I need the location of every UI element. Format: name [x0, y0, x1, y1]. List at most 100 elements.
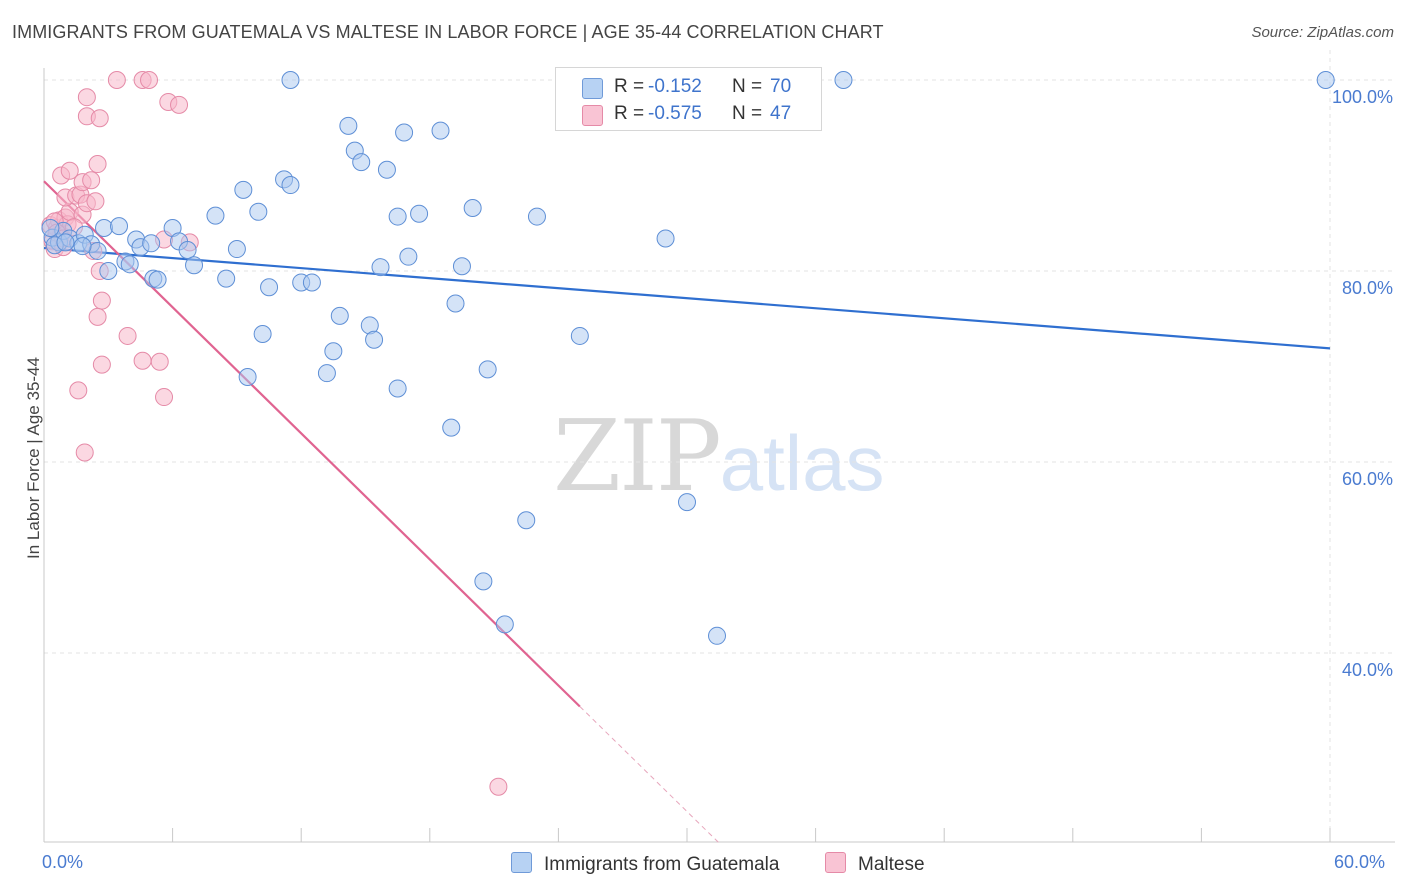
trend-line-maltese-extension [579, 706, 720, 844]
source-credit: Source: ZipAtlas.com [1251, 24, 1394, 41]
trend-lines [43, 180, 1331, 844]
point-guatemala [478, 360, 497, 379]
point-maltese [150, 352, 169, 371]
legend-r-value: -0.575 [648, 103, 702, 124]
point-guatemala [88, 241, 107, 260]
point-guatemala [365, 330, 384, 349]
legend-r-label: R = [614, 103, 645, 124]
point-guatemala [339, 116, 358, 135]
point-guatemala [395, 123, 414, 142]
point-guatemala [281, 176, 300, 195]
point-maltese [90, 109, 109, 128]
point-guatemala [95, 219, 114, 238]
point-guatemala [517, 511, 536, 530]
point-guatemala [238, 368, 257, 387]
point-guatemala [249, 202, 268, 221]
point-guatemala [410, 204, 429, 223]
point-maltese [69, 381, 88, 400]
point-maltese [489, 777, 508, 796]
point-guatemala [399, 247, 418, 266]
point-guatemala [324, 342, 343, 361]
point-maltese [118, 326, 137, 345]
point-maltese [170, 95, 189, 114]
point-guatemala [1316, 71, 1335, 89]
legend-swatch-blue [582, 78, 603, 99]
point-guatemala [678, 493, 696, 512]
legend-r-value: -0.152 [648, 76, 702, 97]
bottom-legend-maltese: Maltese [825, 852, 925, 876]
point-guatemala [317, 364, 336, 383]
point-maltese [75, 443, 94, 462]
point-guatemala [570, 326, 589, 345]
point-guatemala [217, 269, 236, 288]
point-guatemala [185, 256, 204, 275]
point-maltese [140, 71, 159, 89]
point-maltese [86, 192, 105, 211]
legend-n-value: 70 [770, 76, 792, 97]
point-maltese [60, 161, 79, 180]
point-guatemala [371, 258, 390, 277]
grid-lines [44, 50, 1395, 842]
point-maltese [92, 291, 111, 310]
point-guatemala [148, 270, 167, 289]
x-tick-max: 60.0% [1334, 852, 1386, 872]
point-guatemala [388, 207, 407, 226]
data-points [41, 71, 1335, 796]
point-guatemala [834, 71, 853, 89]
bottom-legend-guatemala: Immigrants from Guatemala [511, 852, 779, 876]
y-tick-labels: 100.0% 80.0% 60.0% 40.0% [1332, 87, 1393, 680]
point-guatemala [452, 257, 471, 276]
point-guatemala [656, 229, 675, 248]
point-guatemala [260, 278, 279, 297]
point-guatemala [56, 233, 75, 252]
legend-swatch-pink [582, 105, 603, 126]
point-maltese [155, 388, 174, 407]
legend-n-value: 47 [770, 103, 792, 124]
legend-n-label: N = [732, 103, 763, 124]
y-tick-label: 100.0% [1332, 87, 1393, 107]
point-guatemala [446, 294, 465, 313]
bottom-legend-swatch-blue [511, 852, 532, 873]
point-guatemala [110, 217, 129, 236]
bottom-legend-label: Maltese [858, 854, 925, 875]
bottom-legend-swatch-pink [825, 852, 846, 873]
point-maltese [88, 155, 107, 174]
point-guatemala [463, 198, 482, 217]
point-guatemala [227, 240, 246, 259]
point-guatemala [377, 160, 396, 179]
point-guatemala [281, 71, 300, 89]
point-guatemala [527, 207, 546, 226]
point-guatemala [99, 262, 118, 280]
bottom-legend-label: Immigrants from Guatemala [544, 854, 780, 875]
point-guatemala [352, 153, 371, 172]
point-guatemala [120, 255, 139, 274]
chart-title: IMMIGRANTS FROM GUATEMALA VS MALTESE IN … [12, 22, 884, 42]
point-guatemala [302, 273, 321, 292]
point-maltese [92, 355, 111, 374]
point-guatemala [73, 237, 92, 256]
trend-line-guatemala [43, 246, 1331, 350]
y-axis-label: In Labor Force | Age 35-44 [24, 357, 43, 559]
point-maltese [82, 171, 101, 190]
point-guatemala [41, 219, 60, 238]
point-guatemala [253, 325, 272, 344]
legend-n-label: N = [732, 76, 763, 97]
point-maltese [133, 351, 152, 370]
point-guatemala [388, 379, 407, 398]
y-tick-label: 80.0% [1342, 278, 1393, 298]
y-tick-label: 40.0% [1342, 660, 1393, 680]
watermark-zip: ZIP [553, 400, 722, 514]
watermark: ZIPatlas [553, 400, 885, 514]
y-tick-label: 60.0% [1342, 469, 1393, 489]
point-guatemala [431, 121, 450, 140]
watermark-atlas: atlas [719, 419, 885, 507]
point-guatemala [442, 418, 461, 437]
point-guatemala [178, 240, 197, 259]
stats-legend: R = -0.152 N = 70 R = -0.575 N = 47 [555, 67, 822, 131]
point-guatemala [330, 306, 349, 325]
point-guatemala [206, 206, 225, 225]
point-maltese [107, 71, 126, 89]
point-guatemala [708, 626, 727, 645]
legend-r-label: R = [614, 76, 645, 97]
